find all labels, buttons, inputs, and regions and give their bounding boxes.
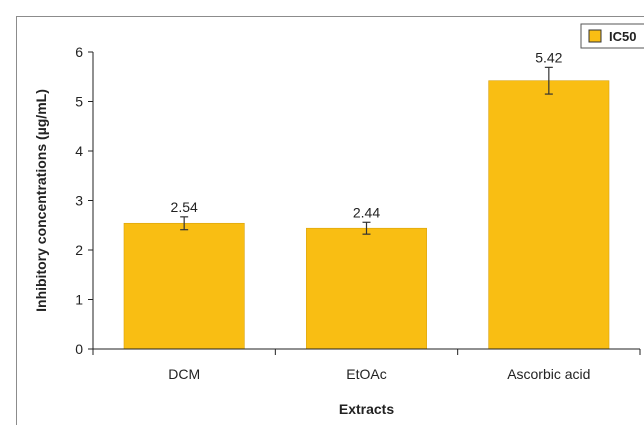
y-tick-label: 6 bbox=[75, 44, 83, 60]
x-tick-label: Ascorbic acid bbox=[507, 366, 590, 382]
x-tick-label: EtOAc bbox=[346, 366, 386, 382]
y-tick-label: 4 bbox=[75, 143, 83, 159]
bar bbox=[488, 80, 610, 350]
x-axis-ticks: DCM EtOAc Ascorbic acid bbox=[92, 349, 641, 382]
data-labels: 2.54 2.44 5.42 bbox=[171, 49, 563, 220]
bar bbox=[123, 222, 245, 350]
y-tick-label: 0 bbox=[75, 341, 83, 357]
y-tick-label: 1 bbox=[75, 292, 83, 308]
y-tick-label: 5 bbox=[75, 94, 83, 110]
y-axis-ticks: 0 1 2 3 4 5 6 bbox=[75, 44, 93, 357]
error-bars bbox=[180, 66, 553, 235]
data-label: 5.42 bbox=[535, 49, 562, 65]
y-tick-label: 2 bbox=[75, 242, 83, 258]
bar-series bbox=[123, 80, 610, 350]
bar bbox=[306, 227, 427, 350]
legend-swatch bbox=[588, 29, 602, 43]
y-tick-label: 3 bbox=[75, 193, 83, 209]
y-axis-title: Inhibitory concentrations (µg/mL) bbox=[33, 89, 49, 312]
legend-label: IC50 bbox=[609, 29, 636, 44]
x-tick-label: DCM bbox=[168, 366, 200, 382]
data-label: 2.54 bbox=[171, 199, 198, 215]
chart-frame bbox=[16, 16, 644, 425]
data-label: 2.44 bbox=[353, 204, 380, 220]
legend: IC50 bbox=[580, 23, 644, 49]
x-axis-title: Extracts bbox=[339, 401, 394, 417]
